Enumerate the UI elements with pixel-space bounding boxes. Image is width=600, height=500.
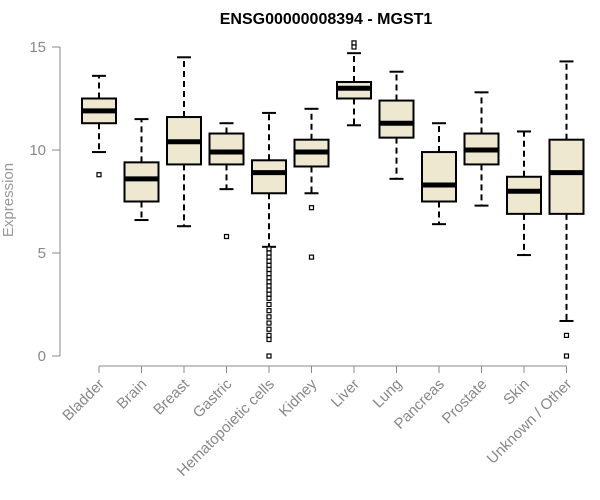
outlier-point	[351, 44, 357, 50]
outlier-point	[266, 258, 272, 264]
outlier-point	[266, 332, 272, 338]
x-tick-label: Skin	[500, 376, 533, 409]
x-tick-label: Lung	[370, 376, 406, 412]
box-lung	[378, 70, 415, 180]
outlier-point	[266, 301, 272, 308]
x-tick-label: Bladder	[59, 376, 108, 425]
outlier-point	[266, 271, 272, 277]
outlier-point	[223, 233, 230, 240]
outlier-point	[266, 266, 272, 273]
x-tick-label: Prostate	[439, 376, 491, 428]
chart-title: ENSG00000008394 - MGST1	[220, 11, 433, 28]
y-tick-label: 5	[38, 245, 46, 262]
y-tick-label: 0	[38, 348, 46, 365]
outlier-point	[266, 308, 272, 314]
box-gastric	[208, 122, 245, 240]
outlier-point	[266, 336, 272, 343]
outlier-point	[266, 246, 272, 252]
y-tick-label: 10	[29, 142, 46, 159]
outlier-point	[308, 205, 315, 211]
box-iqr	[506, 175, 542, 215]
outlier-point	[563, 353, 570, 359]
box-hematopoietic-cells	[251, 111, 287, 359]
box-iqr	[251, 159, 287, 195]
box-bladder	[81, 74, 117, 178]
box-unknown-other	[548, 60, 585, 359]
outlier-point	[96, 172, 102, 178]
boxes	[81, 40, 585, 359]
x-tick-label: Brain	[114, 376, 151, 413]
outlier-point	[266, 287, 272, 293]
y-axis: 0 5 10 15	[29, 39, 61, 365]
outlier-point	[266, 295, 272, 301]
outlier-point	[266, 262, 272, 268]
x-tick-label: Breast	[150, 375, 193, 418]
y-axis-label: Expression	[0, 163, 17, 237]
outlier-point	[266, 353, 272, 359]
outlier-point	[266, 326, 272, 332]
box-prostate	[463, 91, 500, 207]
box-skin	[506, 130, 542, 257]
box-iqr	[208, 132, 245, 166]
box-pancreas	[421, 122, 457, 226]
outlier-point	[351, 40, 357, 46]
box-iqr	[548, 138, 585, 215]
outlier-point	[266, 314, 272, 320]
box-iqr	[421, 151, 457, 203]
outlier-point	[266, 250, 272, 256]
outlier-point	[563, 332, 570, 338]
outlier-point	[266, 279, 272, 285]
x-tick-label: Kidney	[276, 375, 321, 420]
box-iqr	[123, 161, 160, 203]
box-breast	[166, 56, 202, 228]
x-tick-label: Liver	[328, 376, 363, 411]
outlier-point	[266, 320, 272, 326]
box-brain	[123, 118, 160, 222]
box-liver	[336, 40, 372, 127]
outlier-point	[266, 283, 272, 289]
outlier-point	[266, 275, 272, 281]
box-kidney	[293, 107, 330, 260]
outlier-point	[308, 254, 315, 260]
outlier-point	[266, 254, 272, 260]
y-tick-label: 15	[29, 39, 46, 56]
outlier-point	[266, 291, 272, 297]
box-iqr	[378, 99, 415, 139]
